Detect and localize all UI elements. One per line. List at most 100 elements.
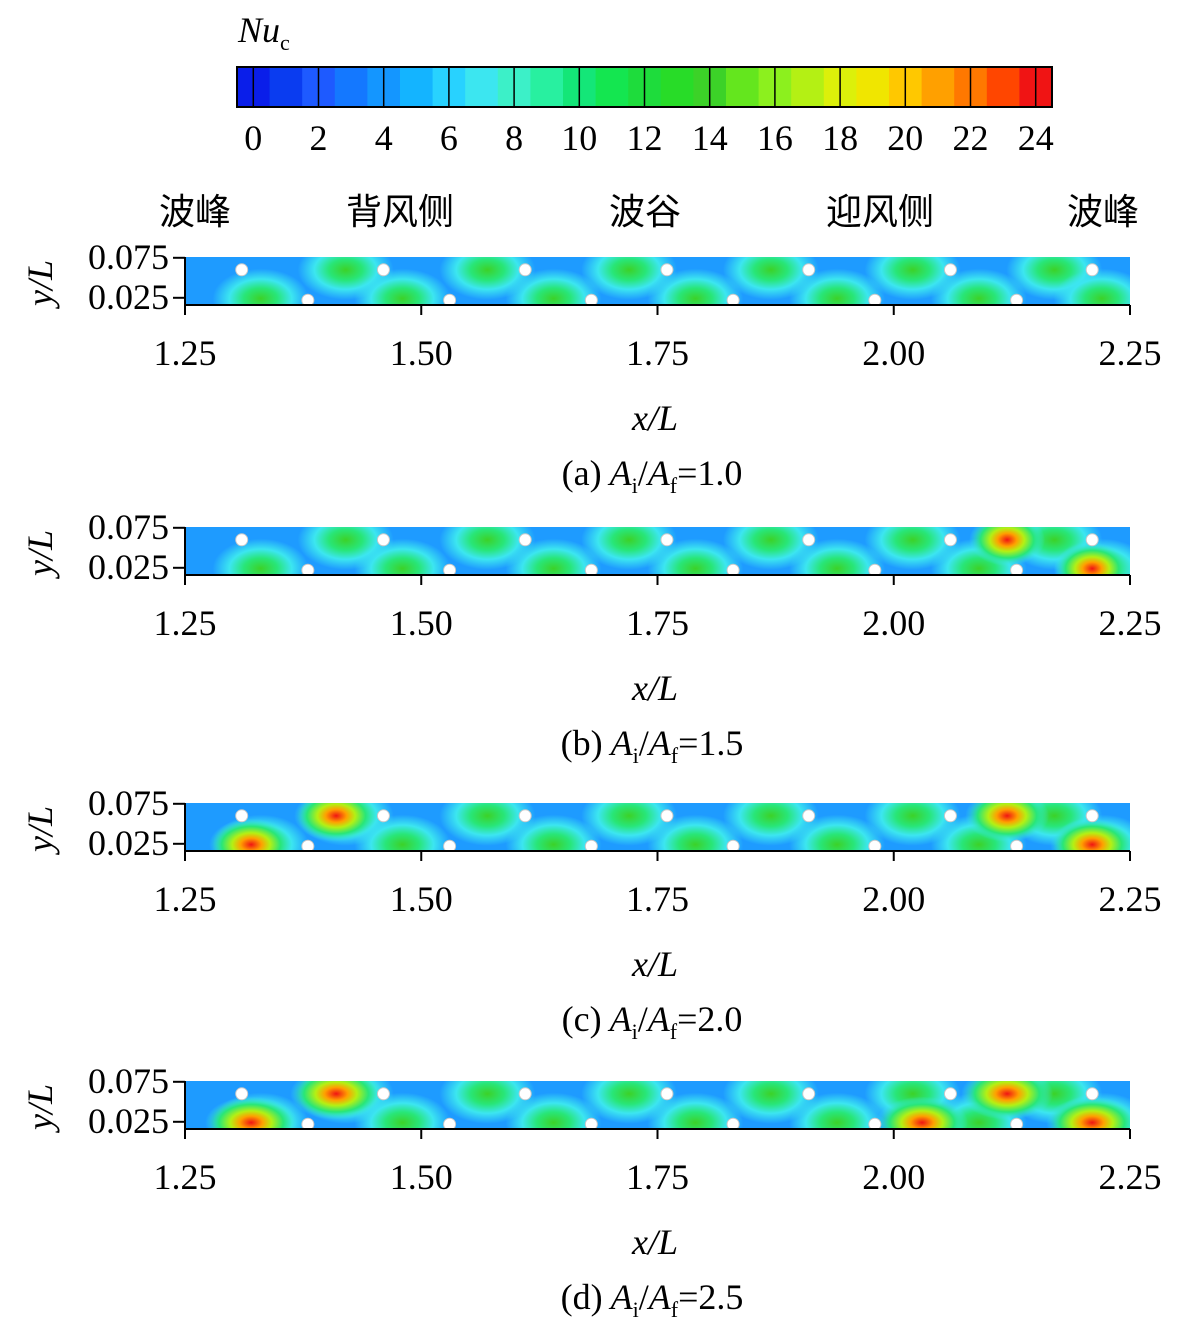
tube bbox=[726, 839, 740, 851]
hot-spot bbox=[1046, 1096, 1130, 1129]
hot-spot bbox=[290, 1081, 383, 1120]
caption-symbol: f bbox=[671, 743, 679, 768]
wave-label: 迎风侧 bbox=[826, 192, 934, 233]
wave-label: 波峰 bbox=[1067, 192, 1139, 233]
blob bbox=[505, 1092, 602, 1129]
blob bbox=[789, 268, 886, 305]
colorbar-tick-label: 20 bbox=[887, 118, 923, 158]
x-tick-label: 1.75 bbox=[626, 603, 689, 643]
x-axis-label: x/L bbox=[631, 398, 678, 438]
caption-symbol: = bbox=[678, 723, 698, 763]
tube bbox=[943, 263, 957, 277]
tube bbox=[660, 533, 674, 547]
tube bbox=[518, 1087, 532, 1101]
blob bbox=[354, 814, 451, 851]
caption: (c) Ai/Af=2.0 bbox=[562, 999, 743, 1044]
x-tick-label: 2.00 bbox=[862, 879, 925, 919]
tube bbox=[868, 839, 882, 851]
tube bbox=[235, 533, 249, 547]
tube bbox=[802, 1087, 816, 1101]
colorbar-swatch bbox=[791, 67, 825, 107]
tube bbox=[726, 1117, 740, 1129]
field bbox=[185, 803, 1130, 851]
x-tick-label: 2.00 bbox=[862, 333, 925, 373]
contour-field bbox=[185, 527, 1130, 575]
caption-symbol: f bbox=[670, 473, 678, 498]
tube bbox=[1085, 809, 1099, 823]
caption-symbol: = bbox=[677, 453, 697, 493]
tube bbox=[943, 1087, 957, 1101]
hot-spot bbox=[969, 527, 1046, 566]
contour-field bbox=[185, 803, 1130, 851]
x-tick-label: 1.50 bbox=[390, 879, 453, 919]
caption-symbol: i bbox=[633, 1297, 639, 1322]
blob bbox=[1053, 268, 1130, 305]
y-axis-label: y/L bbox=[20, 530, 60, 579]
y-axis-label: y/L bbox=[20, 260, 60, 309]
caption-symbol: i bbox=[632, 473, 638, 498]
tube bbox=[376, 263, 390, 277]
tube bbox=[584, 1117, 598, 1129]
colorbar-swatch bbox=[400, 67, 434, 107]
blob bbox=[354, 538, 451, 575]
colorbar-tick-label: 22 bbox=[953, 118, 989, 158]
y-tick-label: 0.025 bbox=[88, 823, 169, 863]
caption-symbol: / bbox=[639, 1277, 649, 1317]
tube bbox=[584, 563, 598, 575]
hot-spot bbox=[876, 1096, 969, 1129]
blob bbox=[505, 268, 602, 305]
x-tick-label: 1.75 bbox=[626, 1157, 689, 1197]
caption-tag: (b) bbox=[561, 723, 603, 763]
caption-symbol: i bbox=[632, 1019, 638, 1044]
blob bbox=[789, 814, 886, 851]
tube bbox=[726, 293, 740, 305]
colorbar-swatch bbox=[595, 67, 629, 107]
caption-symbol: / bbox=[639, 723, 649, 763]
tube bbox=[301, 1117, 315, 1129]
contour-field bbox=[185, 1081, 1130, 1129]
x-tick-label: 2.25 bbox=[1099, 879, 1162, 919]
hot-spot bbox=[961, 1081, 1054, 1120]
tube bbox=[1010, 563, 1024, 575]
tube bbox=[1010, 293, 1024, 305]
x-tick-label: 1.75 bbox=[626, 333, 689, 373]
tube bbox=[802, 809, 816, 823]
tube bbox=[443, 563, 457, 575]
caption: (d) Ai/Af=2.5 bbox=[561, 1277, 744, 1322]
tube bbox=[943, 533, 957, 547]
hot-spot bbox=[965, 803, 1050, 842]
field bbox=[185, 1081, 1130, 1129]
x-tick-label: 1.50 bbox=[390, 1157, 453, 1197]
caption-symbol: = bbox=[677, 999, 697, 1039]
x-tick-label: 1.25 bbox=[154, 1157, 217, 1197]
colorbar-swatch bbox=[986, 67, 1020, 107]
y-tick-label: 0.025 bbox=[88, 277, 169, 317]
caption-symbol: A bbox=[646, 999, 671, 1039]
colorbar-tick-label: 8 bbox=[505, 118, 523, 158]
y-tick-label: 0.025 bbox=[88, 547, 169, 587]
tube bbox=[301, 563, 315, 575]
contour-field bbox=[185, 257, 1130, 305]
blob bbox=[505, 814, 602, 851]
caption-symbol: = bbox=[678, 1277, 698, 1317]
blob bbox=[647, 538, 744, 575]
field bbox=[185, 257, 1130, 305]
caption-symbol: A bbox=[609, 723, 634, 763]
colorbar-tick-label: 2 bbox=[310, 118, 328, 158]
colorbar-tick-label: 4 bbox=[375, 118, 393, 158]
caption-ratio: 1.0 bbox=[697, 453, 742, 493]
caption: (b) Ai/Af=1.5 bbox=[561, 723, 744, 768]
colorbar-swatch bbox=[465, 67, 499, 107]
tube bbox=[518, 809, 532, 823]
hot-spot bbox=[209, 818, 294, 851]
y-tick-label: 0.075 bbox=[88, 783, 169, 823]
tube bbox=[376, 809, 390, 823]
blob bbox=[354, 268, 451, 305]
tube bbox=[868, 563, 882, 575]
x-tick-label: 2.25 bbox=[1099, 1157, 1162, 1197]
y-tick-label: 0.075 bbox=[88, 507, 169, 547]
colorbar-title-sub: c bbox=[280, 30, 290, 55]
blob bbox=[505, 538, 602, 575]
tube bbox=[443, 1117, 457, 1129]
caption-symbol: A bbox=[608, 999, 633, 1039]
